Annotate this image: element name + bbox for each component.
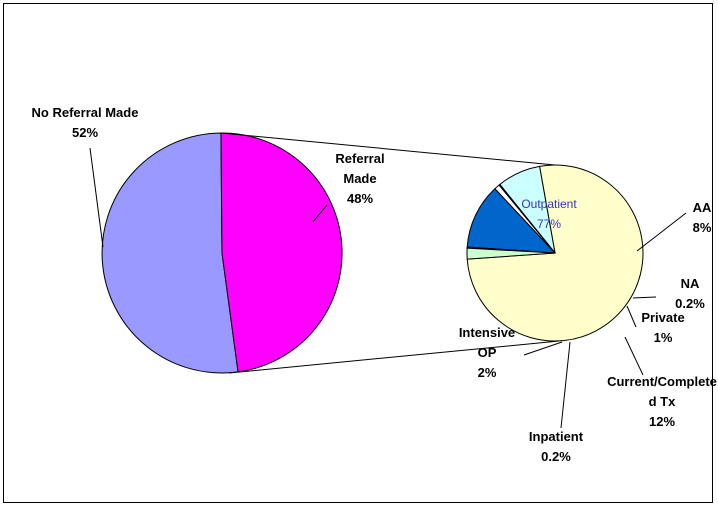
label-current-completed-tx-text: Current/Complete <box>607 374 717 389</box>
main-pie <box>101 132 343 374</box>
label-outpatient-percent: 77% <box>537 217 561 231</box>
label-referral-made-text: Made <box>343 171 376 186</box>
label-current-completed-tx-text: d Tx <box>649 394 676 409</box>
leader-line-no-referral-made <box>89 147 104 248</box>
label-na-percent: 0.2% <box>675 296 705 311</box>
leader-line-intensive-op <box>523 341 563 356</box>
label-na-text: NA <box>681 276 700 291</box>
leader-line-na <box>632 296 657 299</box>
label-outpatient-text: Outpatient <box>521 197 577 211</box>
label-inpatient-text: Inpatient <box>529 429 584 444</box>
label-referral-made-text: Referral <box>335 151 384 166</box>
main-pie-slice-referral-made <box>220 132 343 373</box>
leader-line-current-completed-tx <box>624 336 644 376</box>
secondary-pie-slice-intensive-op <box>466 247 556 260</box>
secondary-pie <box>466 164 644 342</box>
label-private-percent: 1% <box>654 330 673 345</box>
leader-line-inpatient <box>560 341 571 429</box>
label-current-completed-tx-percent: 12% <box>649 414 675 429</box>
label-no-referral-made-percent: 52% <box>72 125 98 140</box>
label-private-text: Private <box>641 310 684 325</box>
label-intensive-op-text: OP <box>478 345 497 360</box>
label-aa-percent: 8% <box>693 220 712 235</box>
secondary-pie-slice-current-complete-d-tx <box>466 188 557 254</box>
leader-line-referral-made <box>312 204 328 223</box>
label-referral-made-percent: 48% <box>347 191 373 206</box>
label-aa-text: AA <box>693 200 712 215</box>
connector-line-top <box>220 132 556 166</box>
main-pie-slice-no-referral-made <box>101 132 239 374</box>
breakout-connector-lines <box>220 132 560 374</box>
leader-lines <box>89 147 687 429</box>
leader-line-private <box>626 305 637 328</box>
label-intensive-op-percent: 2% <box>478 365 497 380</box>
label-no-referral-made-text: No Referral Made <box>32 105 139 120</box>
connector-line-bottom <box>228 340 560 374</box>
leader-line-aa <box>636 212 687 252</box>
label-inpatient-percent: 0.2% <box>541 449 571 464</box>
data-labels: No Referral Made 52% Referral Made 48% Outpat… <box>32 105 717 464</box>
label-intensive-op-text: Intensive <box>459 325 515 340</box>
